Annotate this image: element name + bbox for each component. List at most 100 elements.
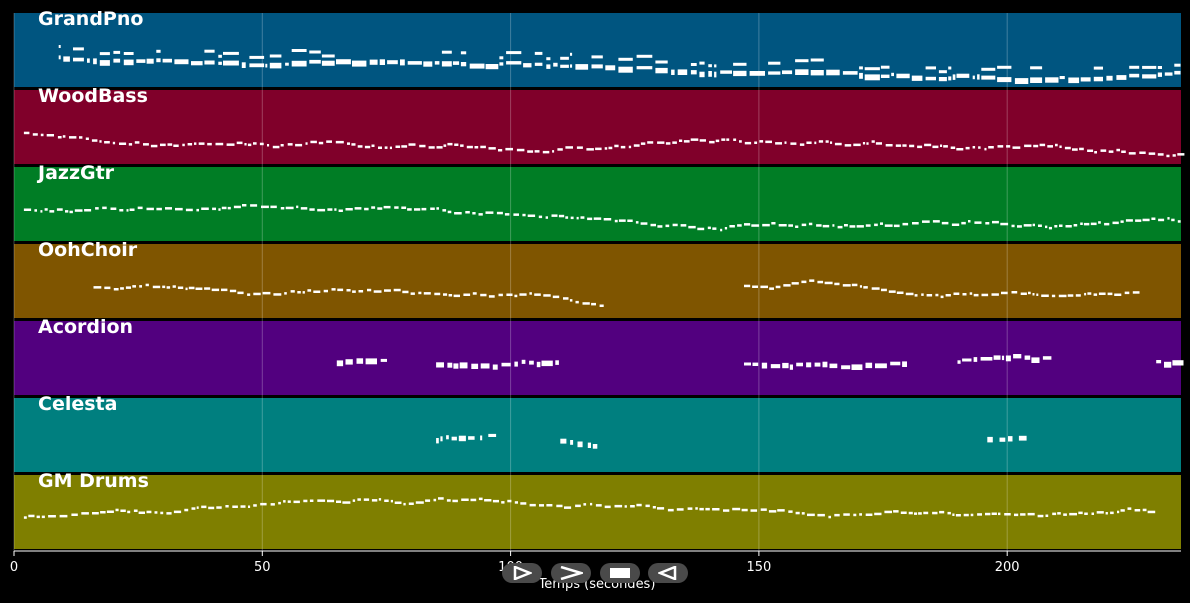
note bbox=[401, 206, 407, 209]
note bbox=[506, 293, 513, 296]
note bbox=[1129, 65, 1140, 69]
note bbox=[504, 213, 510, 216]
note bbox=[657, 225, 663, 228]
note bbox=[761, 362, 768, 369]
note bbox=[842, 71, 858, 75]
note bbox=[470, 498, 477, 502]
note bbox=[859, 513, 862, 516]
note bbox=[783, 284, 791, 287]
note bbox=[1093, 66, 1103, 70]
note bbox=[987, 436, 993, 443]
note bbox=[253, 142, 257, 145]
playback-controls bbox=[502, 563, 690, 585]
note bbox=[358, 290, 364, 293]
note bbox=[371, 144, 375, 147]
note bbox=[378, 146, 382, 149]
note bbox=[1058, 294, 1067, 298]
note bbox=[143, 143, 149, 146]
note bbox=[69, 136, 77, 139]
note bbox=[980, 357, 993, 361]
note bbox=[997, 77, 1012, 83]
note bbox=[369, 59, 378, 65]
note bbox=[261, 205, 269, 209]
note bbox=[1098, 292, 1106, 295]
note bbox=[221, 288, 228, 292]
note bbox=[196, 506, 199, 509]
note bbox=[434, 292, 441, 296]
note bbox=[73, 57, 84, 62]
note bbox=[591, 302, 596, 306]
note bbox=[565, 216, 569, 219]
note bbox=[1105, 512, 1108, 515]
note bbox=[46, 134, 54, 137]
note bbox=[356, 358, 364, 364]
note bbox=[446, 499, 451, 502]
note bbox=[633, 144, 640, 147]
note bbox=[769, 287, 774, 290]
note bbox=[127, 510, 131, 514]
note bbox=[305, 142, 308, 145]
rewind-button[interactable] bbox=[648, 563, 688, 583]
note bbox=[345, 359, 353, 365]
note bbox=[218, 208, 221, 211]
note bbox=[401, 145, 408, 148]
note bbox=[218, 54, 222, 58]
note bbox=[280, 207, 285, 210]
note bbox=[545, 216, 548, 219]
note bbox=[74, 209, 83, 212]
note bbox=[688, 225, 696, 229]
note bbox=[156, 49, 161, 53]
note bbox=[1083, 222, 1090, 226]
note bbox=[115, 508, 119, 512]
note bbox=[394, 206, 399, 209]
note bbox=[28, 514, 35, 518]
note bbox=[991, 512, 997, 515]
note bbox=[1024, 355, 1031, 360]
note bbox=[85, 137, 89, 140]
note bbox=[1072, 148, 1078, 151]
note bbox=[126, 209, 129, 212]
note bbox=[672, 141, 677, 144]
note bbox=[874, 512, 882, 516]
note bbox=[968, 220, 971, 223]
note bbox=[309, 499, 314, 502]
note bbox=[242, 204, 247, 207]
note bbox=[1112, 221, 1119, 225]
note bbox=[1073, 224, 1078, 227]
note bbox=[352, 290, 356, 293]
note bbox=[514, 361, 518, 367]
play-button[interactable] bbox=[502, 563, 542, 583]
note bbox=[527, 214, 536, 217]
note bbox=[552, 295, 560, 299]
note bbox=[250, 204, 258, 207]
note bbox=[806, 362, 812, 368]
note bbox=[367, 288, 372, 292]
note bbox=[506, 51, 522, 55]
note bbox=[1012, 146, 1021, 149]
note bbox=[433, 498, 437, 502]
note bbox=[885, 144, 893, 147]
fast-forward-button[interactable] bbox=[551, 563, 591, 583]
track-lane bbox=[14, 13, 1181, 87]
note bbox=[253, 292, 261, 296]
track-lane bbox=[14, 398, 1181, 472]
note bbox=[957, 360, 961, 364]
note bbox=[822, 361, 828, 368]
note bbox=[1004, 513, 1011, 516]
note bbox=[665, 224, 670, 228]
stop-button[interactable] bbox=[600, 563, 640, 583]
note bbox=[175, 207, 183, 211]
note bbox=[1020, 292, 1027, 295]
note bbox=[295, 143, 303, 147]
note bbox=[724, 227, 728, 230]
note bbox=[1027, 512, 1035, 516]
note bbox=[902, 361, 907, 367]
note bbox=[620, 145, 626, 149]
note bbox=[832, 224, 835, 227]
note bbox=[712, 227, 717, 230]
note bbox=[1157, 153, 1164, 156]
note bbox=[152, 285, 161, 289]
note bbox=[993, 355, 1001, 360]
note bbox=[1018, 435, 1027, 441]
note bbox=[185, 208, 193, 212]
